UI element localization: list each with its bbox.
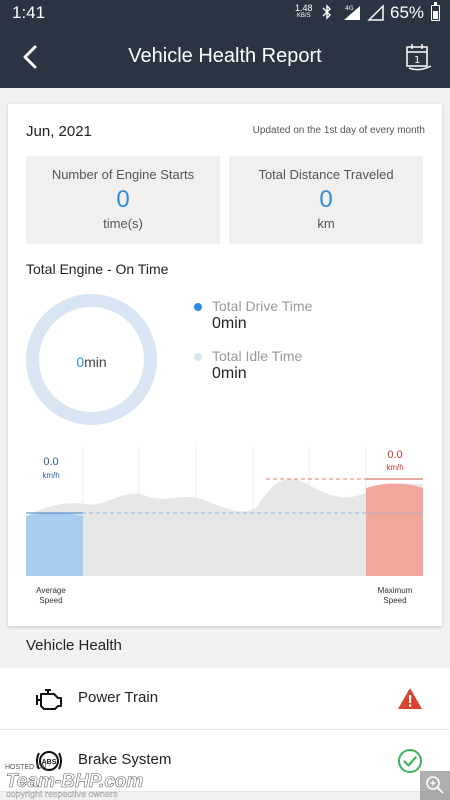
- vehicle-health-title: Vehicle Health: [26, 637, 122, 654]
- average-speed-caption-2: Speed: [39, 596, 62, 605]
- report-card: Jun, 2021 Updated on the 1st day of ever…: [8, 104, 442, 626]
- maximum-speed-caption-1: Maximum: [378, 586, 413, 595]
- brake-system-label: Brake System: [78, 751, 172, 768]
- bluetooth-icon: [322, 4, 332, 23]
- drive-time-label: Total Drive Time: [212, 298, 313, 314]
- idle-time-value: 0min: [212, 365, 247, 382]
- average-speed-unit: km/h: [42, 471, 59, 480]
- svg-text:4G: 4G: [345, 5, 354, 12]
- engine-starts-unit: time(s): [103, 216, 143, 231]
- health-item-power-train[interactable]: Power Train: [0, 668, 450, 730]
- watermark: HOSTED ON : Team-BHP.com copyright respe…: [3, 762, 203, 800]
- distance-label: Total Distance Traveled: [258, 167, 394, 182]
- net-speed: 1.48 KB/S: [295, 3, 313, 20]
- health-item-brake-system[interactable]: ABS Brake System: [0, 730, 450, 792]
- svg-text:copyright respective owners: copyright respective owners: [6, 789, 118, 799]
- app-bar: Vehicle Health Report 1: [0, 26, 450, 88]
- back-arrow-icon[interactable]: [16, 42, 46, 72]
- speed-chart-svg: 0.0 km/h 0.0 km/h Average Speed Maximum …: [26, 446, 423, 605]
- battery-icon: [431, 2, 440, 21]
- maximum-speed-unit: km/h: [386, 463, 403, 472]
- drive-time-value: 0min: [212, 315, 247, 332]
- engine-starts-box: Number of Engine Starts 0 time(s): [26, 156, 220, 244]
- maximum-speed-bar: [366, 483, 423, 576]
- signal-icon: [367, 4, 385, 27]
- maximum-speed-caption-2: Speed: [383, 596, 406, 605]
- abs-icon: ABS: [34, 747, 64, 775]
- average-speed-bar: [26, 512, 83, 576]
- speed-wave: [26, 479, 423, 576]
- engine-time-total: 0min: [76, 354, 107, 370]
- update-note: Updated on the 1st day of every month: [252, 125, 425, 136]
- average-speed-value: 0.0: [43, 456, 58, 468]
- page-title: Vehicle Health Report: [128, 45, 322, 67]
- report-month: Jun, 2021: [26, 123, 92, 140]
- idle-time-dot: [194, 353, 202, 361]
- engine-starts-value: 0: [116, 186, 130, 213]
- status-time: 1:41: [12, 3, 46, 22]
- engine-on-time-title: Total Engine - On Time: [26, 261, 169, 277]
- distance-unit: km: [317, 216, 335, 231]
- svg-text:1: 1: [414, 55, 420, 66]
- distance-box: Total Distance Traveled 0 km: [229, 156, 423, 244]
- speed-chart: 0.0 km/h 0.0 km/h Average Speed Maximum …: [26, 446, 423, 621]
- zoom-in-icon[interactable]: [420, 771, 450, 800]
- svg-text:ABS: ABS: [42, 759, 57, 766]
- idle-time-label: Total Idle Time: [212, 348, 303, 364]
- check-circle-icon: [397, 748, 423, 774]
- svg-text:HOSTED ON :: HOSTED ON :: [5, 764, 51, 771]
- maximum-speed-value: 0.0: [387, 449, 402, 461]
- drive-time-dot: [194, 303, 202, 311]
- svg-text:Team-BHP.com: Team-BHP.com: [6, 771, 143, 792]
- power-train-label: Power Train: [78, 689, 159, 706]
- warning-icon: [397, 686, 423, 712]
- battery-percent: 65%: [390, 3, 425, 22]
- calendar-icon[interactable]: 1: [405, 42, 433, 72]
- engine-starts-label: Number of Engine Starts: [51, 167, 195, 182]
- status-bar: 1:41 1.48 KB/S 4G 65%: [0, 0, 450, 26]
- average-speed-caption-1: Average: [36, 586, 66, 595]
- distance-value: 0: [319, 186, 333, 213]
- engine-icon: [34, 685, 64, 713]
- cellular-4g-icon: 4G: [342, 4, 364, 27]
